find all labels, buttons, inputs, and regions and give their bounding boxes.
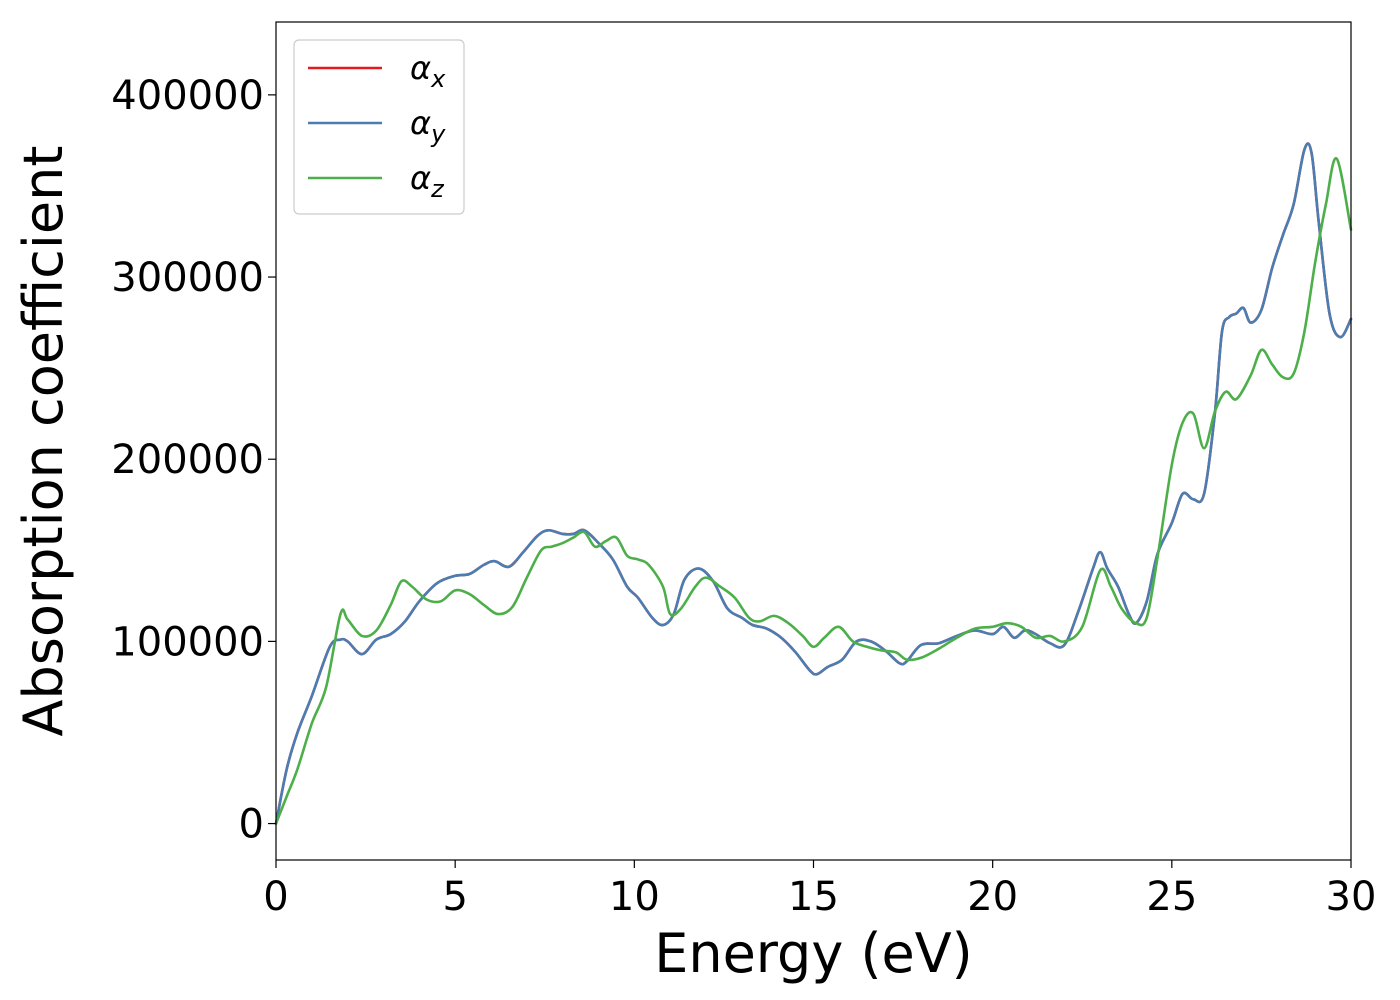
- series-line-x: [274, 142, 1353, 825]
- y-tick-label: 200000: [111, 437, 264, 483]
- ticks-layer: 0 5 10 15 20 25 30 0 100000 200000 300000 400000: [111, 73, 1376, 920]
- legend-label-y: αy: [410, 104, 446, 148]
- y-tick-label: 100000: [111, 619, 264, 665]
- legend-label-z: αz: [410, 159, 445, 203]
- y-axis-title: Absorption coefficient: [12, 146, 75, 737]
- legend-box: [293, 39, 465, 215]
- y-tick-label: 0: [239, 802, 264, 848]
- y-tick-label: 400000: [111, 73, 264, 119]
- x-tick-label: 30: [1326, 874, 1377, 920]
- x-axis-title: Energy (eV): [654, 922, 973, 985]
- x-tick-label: 20: [967, 874, 1018, 920]
- series-line-z: [274, 157, 1353, 825]
- x-tick-label: 0: [263, 874, 288, 920]
- y-tick-label: 300000: [111, 255, 264, 301]
- series-layer: [274, 142, 1353, 825]
- series-line-y: [274, 142, 1353, 825]
- legend-label-x: αx: [410, 49, 446, 93]
- x-tick-label: 10: [609, 874, 660, 920]
- x-tick-label: 25: [1146, 874, 1197, 920]
- x-tick-label: 15: [788, 874, 839, 920]
- x-tick-label: 5: [442, 874, 467, 920]
- legend: αx αy αz: [293, 39, 465, 215]
